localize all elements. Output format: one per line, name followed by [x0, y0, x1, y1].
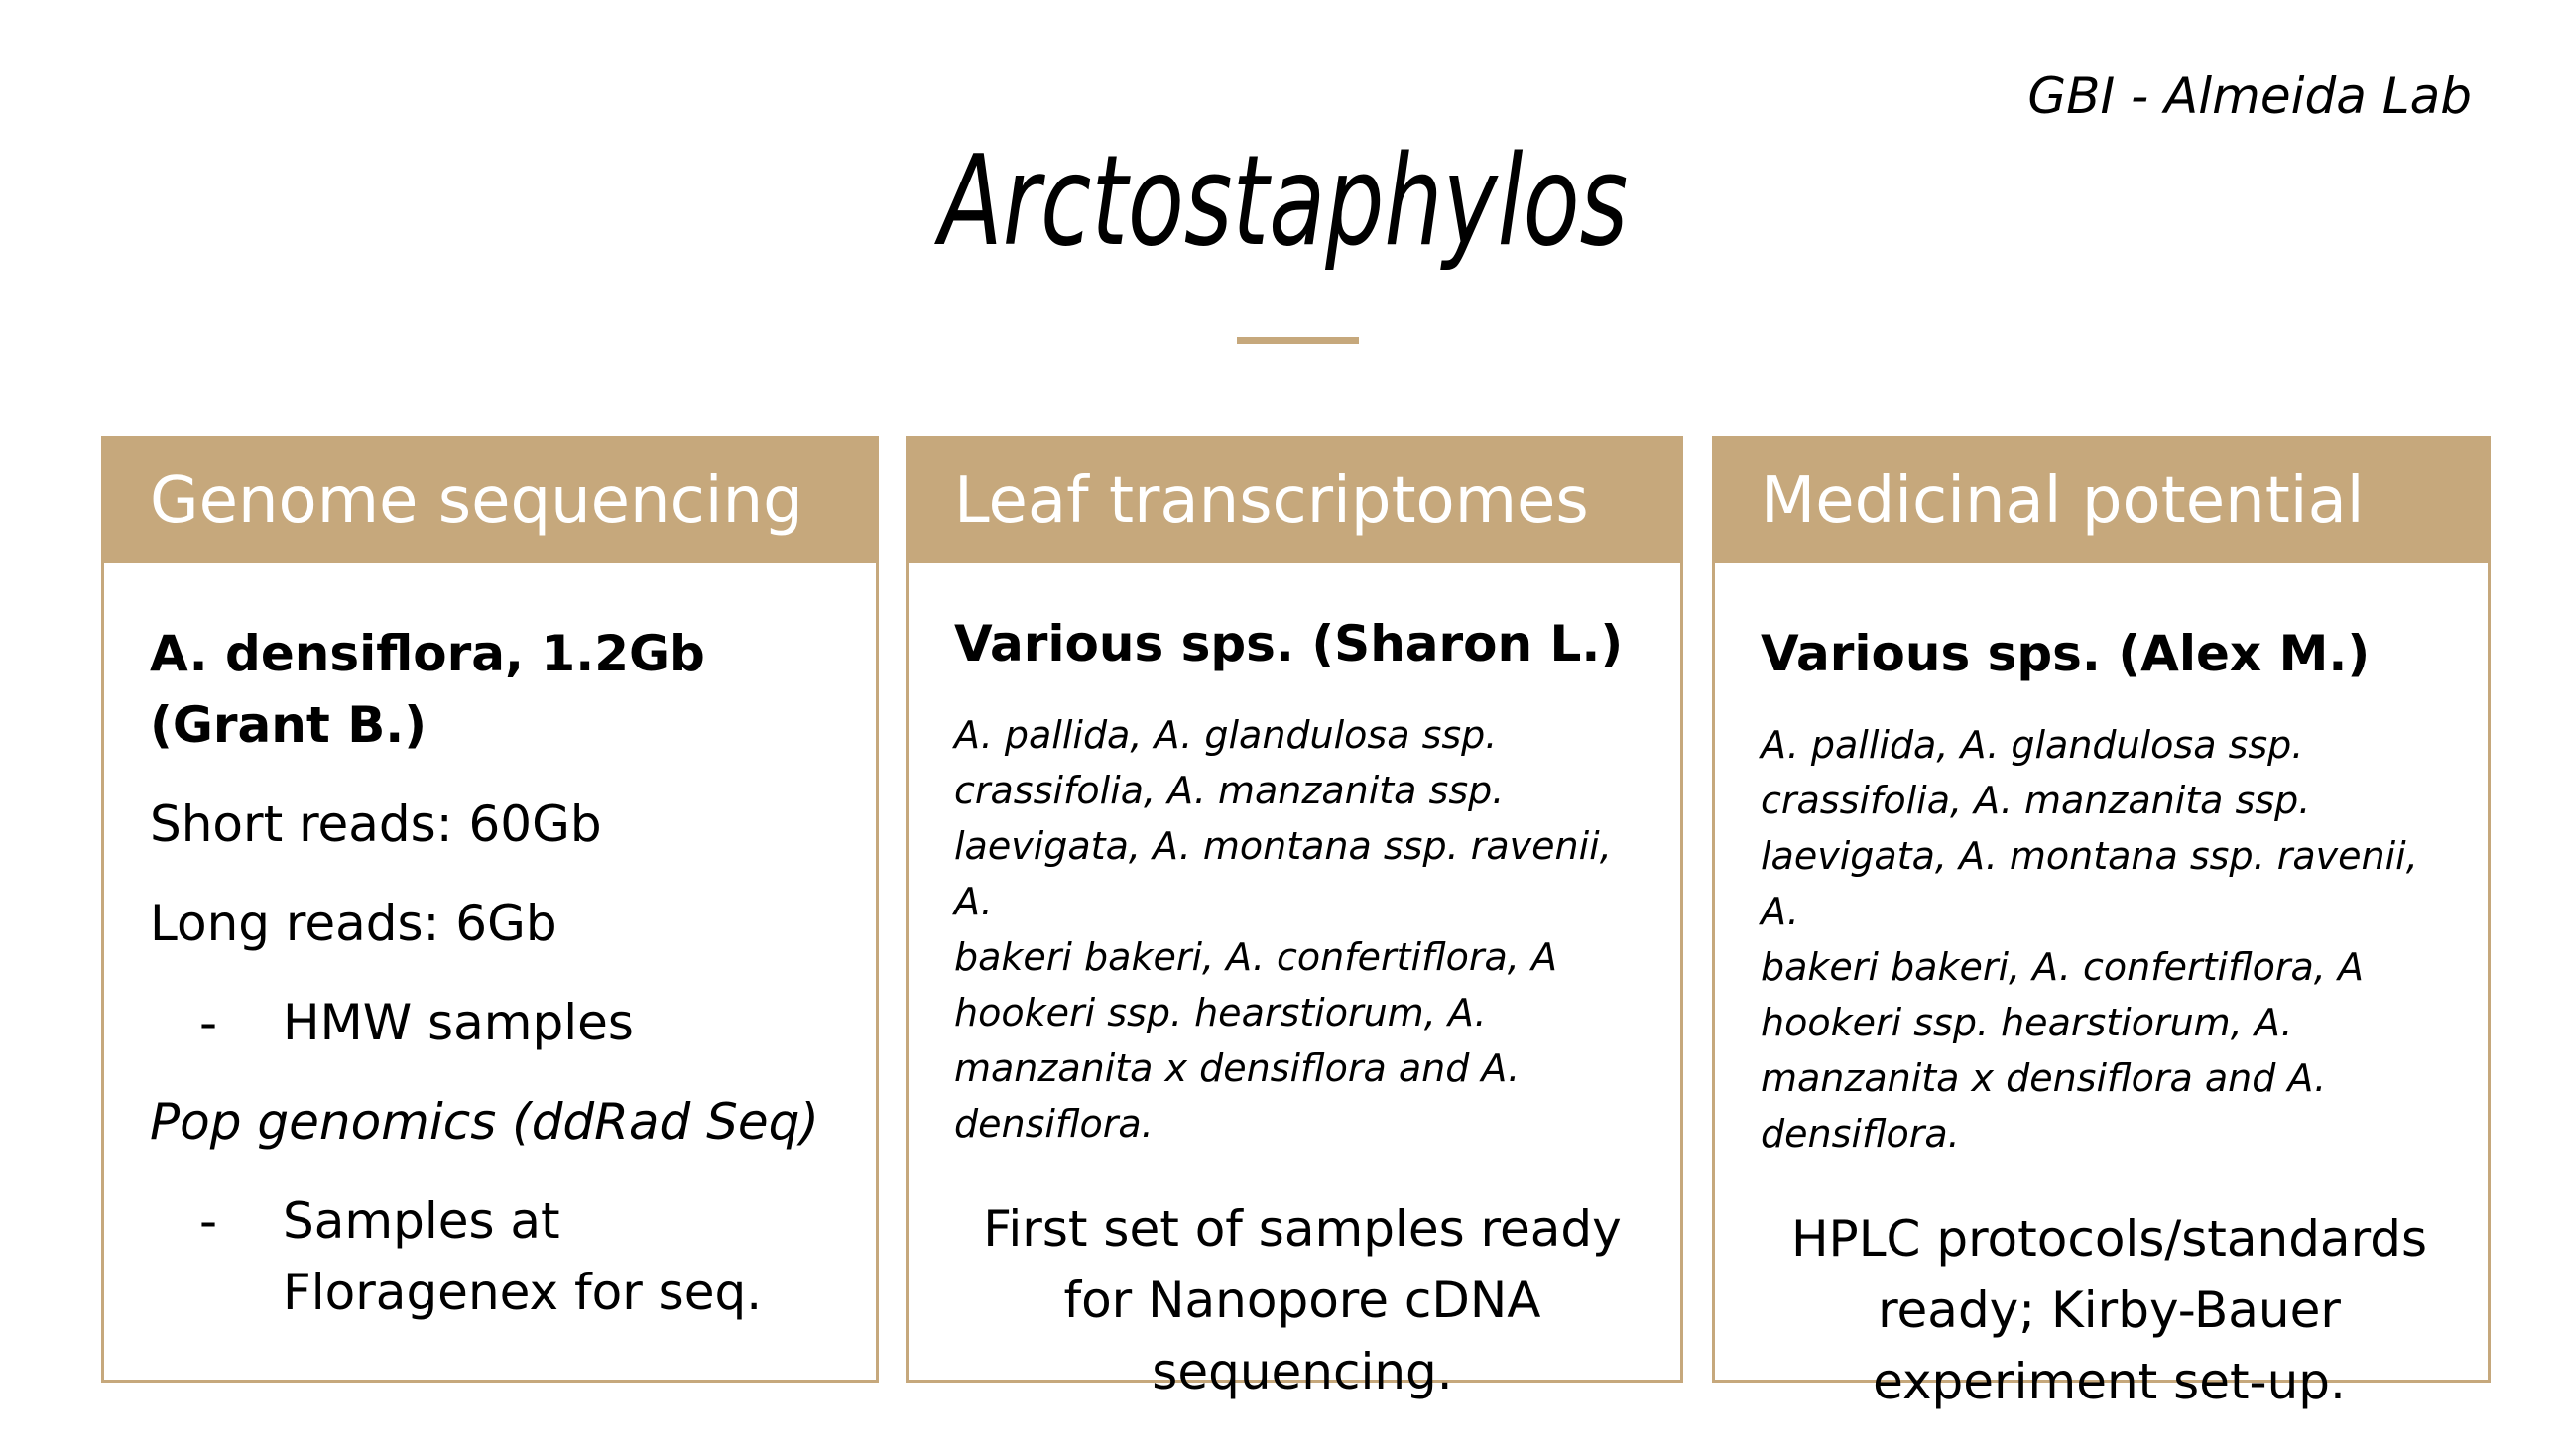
- species-line: crassifolia, A. manzanita ssp.: [1761, 779, 2311, 822]
- species-line: crassifolia, A. manzanita ssp.: [954, 769, 1505, 812]
- species-line: bakeri bakeri, A. confertiflora, A: [954, 935, 1557, 979]
- species-line: hookeri ssp. hearstiorum, A.: [1761, 1001, 2293, 1044]
- species-list: A. pallida, A. glandulosa ssp. crassifol…: [954, 707, 1650, 1152]
- species-line: manzanita x densiflora and A.: [954, 1046, 1521, 1090]
- bullet-dash: -: [199, 994, 218, 1051]
- species-line: hookeri ssp. hearstiorum, A.: [954, 991, 1487, 1034]
- species-line: A. pallida, A. glandulosa ssp.: [1761, 723, 2304, 767]
- card-heading: Leaf transcriptomes: [909, 439, 1680, 563]
- species-line: laevigata, A. montana ssp. ravenii, A.: [954, 824, 1612, 923]
- status-line: HPLC protocols/standards: [1790, 1210, 2428, 1268]
- species-list: A. pallida, A. glandulosa ssp. crassifol…: [1761, 717, 2458, 1161]
- subject-line: Various sps. (Sharon L.): [954, 615, 1624, 672]
- subject-line: (Grant B.): [150, 696, 427, 754]
- card-body: Various sps. (Alex M.) A. pallida, A. gl…: [1715, 563, 2488, 1417]
- status-line: for Nanopore cDNA: [1063, 1272, 1541, 1329]
- card-body: A. densiflora, 1.2Gb (Grant B.) Short re…: [104, 563, 876, 1328]
- status-text: HPLC protocols/standards ready; Kirby-Ba…: [1761, 1203, 2458, 1417]
- bullet-item: - HMW samples: [150, 987, 846, 1058]
- card-medicinal-potential: Medicinal potential Various sps. (Alex M…: [1712, 436, 2491, 1410]
- bullet-text: Floragenex for seq.: [283, 1264, 763, 1321]
- title-underline: [1237, 337, 1359, 344]
- status-line: sequencing.: [1152, 1343, 1453, 1400]
- subject-line: A. densiflora, 1.2Gb: [150, 625, 705, 682]
- card-heading: Genome sequencing: [104, 439, 876, 563]
- bullet-dash: -: [199, 1192, 218, 1250]
- status-line: experiment set-up.: [1873, 1353, 2346, 1410]
- species-line: manzanita x densiflora and A.: [1761, 1056, 2327, 1100]
- page-title: Arctostaphylos: [938, 128, 1629, 274]
- status-line: ready; Kirby-Bauer: [1878, 1281, 2341, 1339]
- status-text: First set of samples ready for Nanopore …: [954, 1193, 1650, 1407]
- species-line: A. pallida, A. glandulosa ssp.: [954, 713, 1498, 757]
- species-line: densiflora.: [1761, 1112, 1960, 1155]
- short-reads-text: Short reads: 60Gb: [150, 795, 602, 853]
- card-heading: Medicinal potential: [1715, 439, 2488, 563]
- pop-genomics-text: Pop genomics (ddRad Seq): [150, 1093, 819, 1151]
- species-line: bakeri bakeri, A. confertiflora, A: [1761, 945, 2364, 989]
- lab-label: GBI - Almeida Lab: [2027, 67, 2472, 125]
- card-leaf-transcriptomes: Leaf transcriptomes Various sps. (Sharon…: [906, 436, 1683, 1400]
- card-genome-sequencing: Genome sequencing A. densiflora, 1.2Gb (…: [101, 436, 879, 1383]
- subject-line: Various sps. (Alex M.): [1761, 625, 2371, 682]
- species-line: laevigata, A. montana ssp. ravenii, A.: [1761, 834, 2418, 933]
- long-reads-text: Long reads: 6Gb: [150, 895, 557, 952]
- bullet-text: Samples at: [283, 1192, 560, 1250]
- status-line: First set of samples ready: [983, 1200, 1622, 1258]
- card-body: Various sps. (Sharon L.) A. pallida, A. …: [909, 563, 1680, 1407]
- bullet-text: HMW samples: [283, 994, 634, 1051]
- species-line: densiflora.: [954, 1102, 1154, 1146]
- bullet-item: - Samples at Floragenex for seq.: [150, 1185, 846, 1328]
